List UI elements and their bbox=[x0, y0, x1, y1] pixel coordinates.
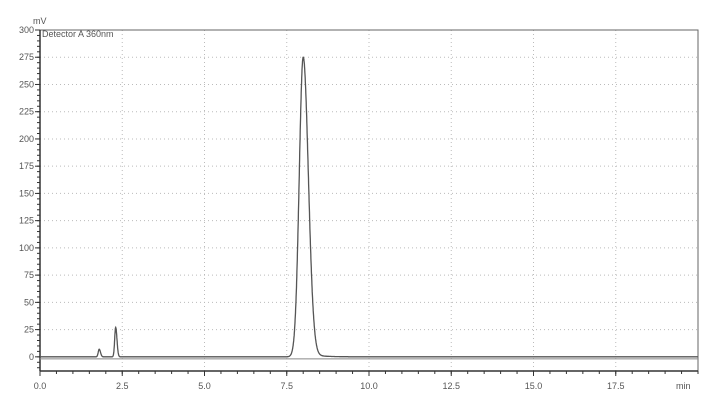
y-tick-label: 50 bbox=[24, 297, 34, 307]
x-axis-unit: min bbox=[676, 381, 691, 391]
x-tick-label: 0.0 bbox=[34, 381, 47, 391]
y-tick-label: 125 bbox=[19, 216, 34, 226]
y-tick-label: 150 bbox=[19, 188, 34, 198]
y-tick-label: 275 bbox=[19, 52, 34, 62]
y-tick-label: 25 bbox=[24, 325, 34, 335]
chromatogram-trace bbox=[40, 56, 698, 358]
x-tick-label: 17.5 bbox=[607, 381, 625, 391]
x-tick-label: 5.0 bbox=[198, 381, 211, 391]
grid bbox=[40, 30, 698, 371]
trace-label: Detector A 360nm bbox=[42, 29, 114, 39]
x-tick-label: 15.0 bbox=[525, 381, 543, 391]
x-tick-label: 10.0 bbox=[360, 381, 378, 391]
y-axis-unit: mV bbox=[33, 16, 47, 26]
y-tick-label: 100 bbox=[19, 243, 34, 253]
x-tick-label: 7.5 bbox=[280, 381, 293, 391]
y-tick-label: 225 bbox=[19, 107, 34, 117]
axes bbox=[35, 29, 699, 376]
y-tick-label: 0 bbox=[29, 352, 34, 362]
x-tick-label: 12.5 bbox=[442, 381, 460, 391]
x-tick-label: 2.5 bbox=[116, 381, 129, 391]
y-tick-label: 300 bbox=[19, 25, 34, 35]
plot-frame bbox=[39, 29, 699, 372]
y-tick-label: 175 bbox=[19, 161, 34, 171]
y-tick-label: 250 bbox=[19, 79, 34, 89]
y-tick-label: 75 bbox=[24, 270, 34, 280]
y-tick-label: 200 bbox=[19, 134, 34, 144]
